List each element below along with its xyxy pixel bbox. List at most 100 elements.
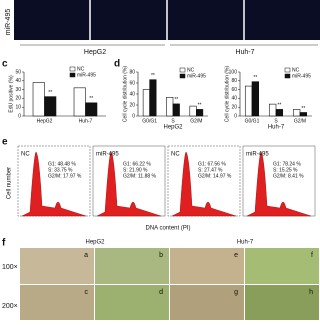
panel-letter: d (114, 59, 120, 70)
row-label: 200× (2, 303, 18, 310)
panel-letter: c (2, 59, 8, 70)
significance: ** (253, 75, 257, 81)
bar (32, 82, 45, 117)
x-tick-label: G2/M (294, 118, 306, 124)
histogram-stat: G1: 48.48 % (48, 161, 76, 167)
y-tick-label: 20 (231, 105, 237, 111)
x-tick-label: G0/G1 (245, 118, 260, 124)
row-label: 100× (2, 264, 18, 271)
y-tick-label: 10 (15, 105, 21, 111)
bar (85, 102, 98, 117)
micrograph (170, 285, 244, 321)
bar (275, 109, 284, 117)
legend-swatch (69, 72, 76, 78)
legend-label: miR-495 (77, 72, 96, 78)
micrograph (170, 248, 244, 284)
legend-swatch (69, 66, 76, 72)
bar (196, 109, 204, 117)
y-tick-label: 50 (15, 69, 21, 75)
bar (292, 109, 301, 117)
histogram-frame (167, 145, 241, 217)
y-tick-label: 20 (129, 102, 135, 108)
legend-label: NC (187, 67, 195, 73)
y-tick-label: 60 (231, 87, 237, 93)
image-letter: d (159, 289, 163, 296)
y-tick-label: 40 (231, 96, 237, 102)
y-tick-label: 80 (129, 69, 135, 75)
histogram-stat: S: 27.47 % (198, 167, 223, 173)
x-tick-label: G2/M (190, 118, 202, 124)
image-letter: h (309, 289, 313, 296)
histogram-stat: G2/M: 14.97 % (198, 173, 232, 179)
x-axis-label: DNA content (PI) (145, 226, 190, 232)
bar (44, 96, 57, 117)
x-tick-label: HepG2 (37, 118, 53, 124)
histogram-frame (242, 145, 316, 217)
y-tick-label: 40 (15, 78, 21, 84)
histogram-stat: G2/M: 11.88 % (123, 173, 157, 179)
legend-label: NC (292, 67, 300, 73)
histogram-stat: G1: 66.22 % (123, 161, 151, 167)
y-tick-label: 0 (18, 113, 21, 119)
legend-label: miR-495 (187, 73, 206, 79)
group-label: HepG2 (163, 125, 183, 131)
cell-label: Huh-7 (235, 49, 254, 56)
histogram-stat: S: 15.25 % (273, 167, 298, 173)
significance: ** (89, 96, 93, 102)
histogram-peak (171, 151, 237, 217)
image-letter: f (311, 252, 313, 259)
image-letter: e (234, 252, 238, 259)
legend-swatch (179, 73, 186, 79)
significance: ** (277, 103, 281, 109)
image-letter: a (84, 252, 88, 259)
significance: ** (48, 90, 52, 96)
legend-label: NC (77, 66, 85, 72)
histogram-stat: G2/M: 8.41 % (273, 173, 304, 179)
y-tick-label: 80 (231, 78, 237, 84)
group-label: Huh-7 (268, 125, 285, 131)
histogram-peak (96, 151, 162, 217)
y-axis-label: Cell number (7, 167, 13, 199)
histogram-stat: S: 21.90 % (123, 167, 148, 173)
image-letter: g (234, 289, 238, 296)
bar (299, 112, 308, 117)
panel-letter: f (2, 238, 6, 249)
legend-swatch (179, 67, 186, 73)
histogram-frame (92, 145, 166, 217)
histogram-stat: G1: 67.56 % (198, 161, 226, 167)
bar (73, 87, 86, 117)
y-axis-label: Cell cycle distribution (%) (122, 66, 128, 122)
y-tick-label: 60 (129, 80, 135, 86)
significance: ** (198, 103, 202, 109)
cell-label: HepG2 (84, 49, 106, 56)
histogram-peak (246, 151, 312, 217)
y-tick-label: 30 (15, 87, 21, 93)
cell-label: HepG2 (85, 240, 105, 246)
y-axis-label: EdU positive (%) (8, 75, 14, 113)
bar (142, 89, 150, 117)
significance: ** (151, 73, 155, 79)
bar (251, 81, 260, 117)
x-tick-label: S (171, 118, 175, 124)
y-tick-label: 0 (132, 113, 135, 119)
histogram-label: miR-495 (96, 152, 119, 158)
histogram-stat: G2/M: 17.97 % (48, 173, 82, 179)
significance: ** (174, 97, 178, 103)
micrograph (245, 285, 319, 321)
histogram-peak (21, 151, 87, 217)
histogram-stat: S: 33.75 % (48, 167, 73, 173)
bar (166, 97, 174, 117)
legend-swatch (284, 73, 291, 79)
micrograph (95, 248, 169, 284)
histogram-label: miR-495 (246, 152, 269, 158)
legend-swatch (284, 67, 291, 73)
image-letter: c (85, 289, 89, 296)
y-tick-label: 100 (229, 69, 238, 75)
bar (189, 105, 197, 117)
y-tick-label: 20 (15, 96, 21, 102)
image-letter: b (159, 252, 163, 259)
bar (244, 85, 253, 117)
micrograph (245, 248, 319, 284)
y-tick-label: 0 (234, 113, 237, 119)
